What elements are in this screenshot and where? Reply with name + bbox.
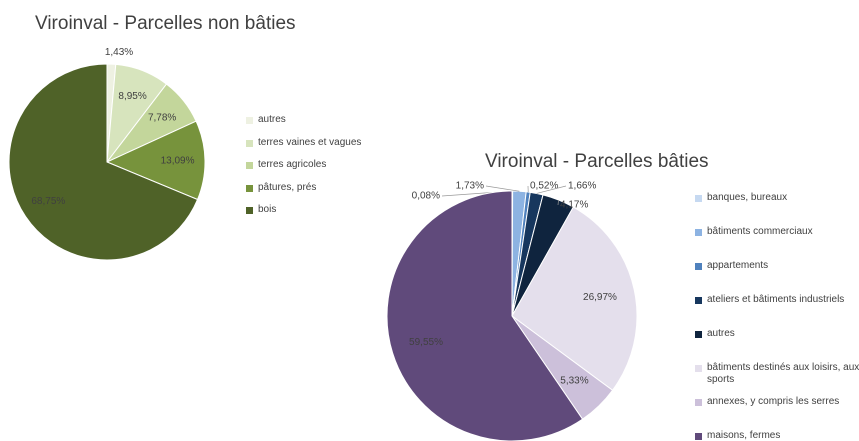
legend-label: appartements xyxy=(707,260,769,271)
data-label: 68,75% xyxy=(31,196,65,207)
legend-label: annexes, y compris les serres xyxy=(707,396,840,407)
data-label: 59,55% xyxy=(409,337,443,348)
legend-swatch xyxy=(695,331,702,338)
legend-swatch xyxy=(246,139,253,147)
legend-swatch xyxy=(695,263,702,270)
pie-slice xyxy=(105,120,206,201)
legend-label: autres xyxy=(258,114,286,125)
pie-slice xyxy=(511,206,638,391)
legend-swatch xyxy=(695,365,702,372)
legend-swatch xyxy=(246,162,253,169)
pie-slice xyxy=(8,63,199,261)
legend-label: terres vaines et vagues xyxy=(258,136,362,148)
legend-label: terres agricoles xyxy=(258,159,327,170)
legend-label: maisons, fermes xyxy=(707,430,781,441)
leader-line xyxy=(557,199,559,206)
legend-swatch xyxy=(246,207,253,214)
legend-label: bâtiments destinés aux loisirs, aux spor… xyxy=(707,362,859,385)
data-label: 7,78% xyxy=(148,113,176,124)
legend-swatch xyxy=(695,433,702,440)
legend-label: autres xyxy=(707,328,735,339)
data-label: 1,66% xyxy=(568,181,596,192)
data-label: 0,08% xyxy=(412,191,440,202)
data-label: 5,33% xyxy=(560,375,588,386)
data-label: 26,97% xyxy=(583,292,617,303)
legend-label: pâtures, prés xyxy=(258,181,317,193)
chart-title: Viroinval - Parcelles bâties xyxy=(485,151,709,172)
legend-label: bois xyxy=(258,204,277,215)
data-label: 1,43% xyxy=(105,47,133,58)
legend-swatch xyxy=(695,229,702,236)
legend-swatch xyxy=(695,399,702,406)
leader-line xyxy=(485,185,520,192)
data-label: 8,95% xyxy=(118,91,146,102)
legend-label: bâtiments commerciaux xyxy=(707,226,813,237)
data-label: 1,73% xyxy=(456,181,484,192)
data-label: 4,17% xyxy=(560,200,588,211)
legend-swatch xyxy=(695,195,702,202)
legend-label: ateliers et bâtiments industriels xyxy=(707,294,845,305)
data-label: 13,09% xyxy=(161,155,195,166)
chart-title: Viroinval - Parcelles non bâties xyxy=(35,13,296,34)
legend-swatch xyxy=(695,297,702,304)
leader-line xyxy=(536,185,567,194)
legend-swatch xyxy=(246,184,253,192)
legend-swatch xyxy=(246,117,253,124)
data-label: 0,52% xyxy=(530,181,558,192)
legend-label: banques, bureaux xyxy=(707,192,788,203)
